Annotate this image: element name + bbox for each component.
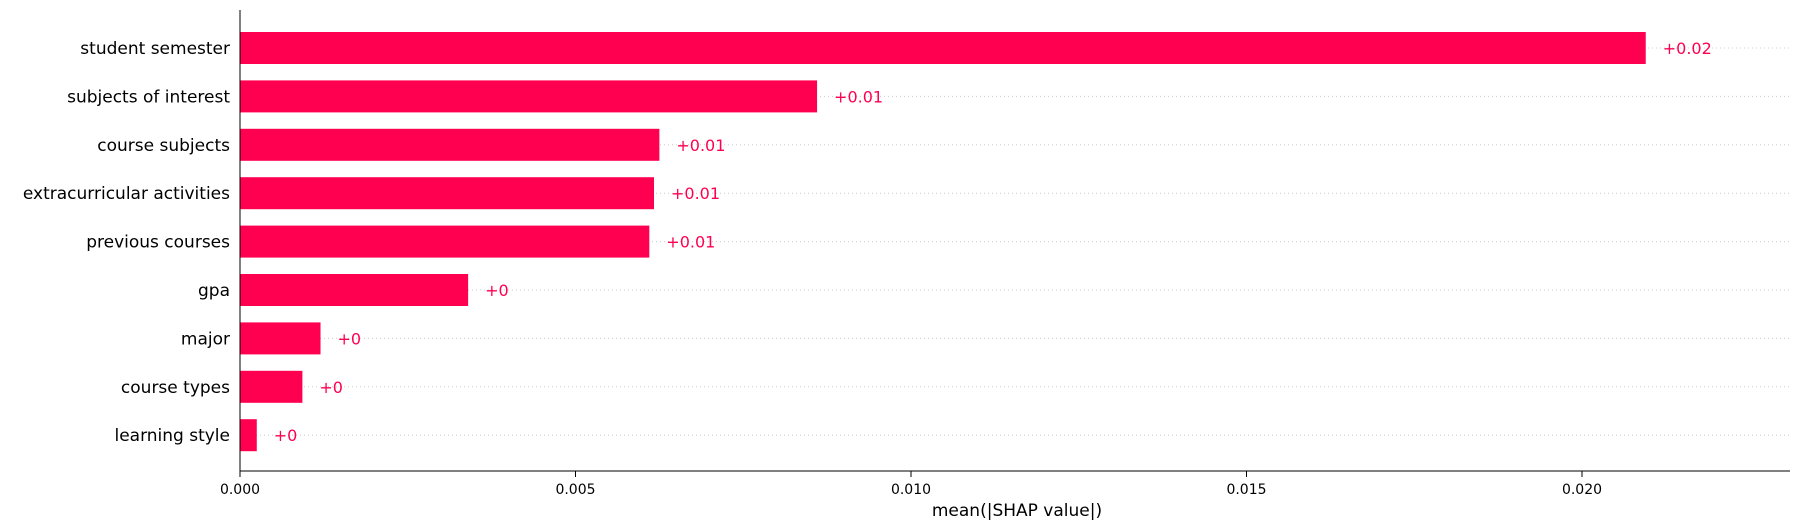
bar: [240, 322, 321, 355]
value-label: +0: [274, 426, 298, 445]
bar: [240, 80, 818, 113]
value-label: +0: [319, 378, 343, 397]
bar: [240, 370, 303, 403]
x-axis-ticks: 0.000 0.005 0.010 0.015 0.020: [220, 471, 1602, 498]
bar: [240, 274, 469, 306]
value-labels: +0.02 +0.01 +0.01 +0.01 +0.01 +0 +0 +0 +0: [274, 39, 1712, 445]
x-tick-label: 0.005: [555, 482, 595, 498]
bar: [240, 177, 655, 210]
category-label: previous courses: [86, 233, 230, 253]
bar: [240, 419, 257, 452]
category-label: course subjects: [97, 136, 230, 156]
value-label: +0.01: [671, 184, 720, 203]
category-label: major: [181, 329, 230, 349]
value-label: +0.01: [666, 233, 715, 252]
category-label: extracurricular activities: [23, 184, 230, 204]
value-label: +0.01: [834, 87, 883, 106]
category-label: subjects of interest: [67, 87, 230, 107]
value-label: +0.02: [1663, 39, 1712, 58]
category-label: learning style: [114, 426, 230, 446]
category-label: course types: [121, 378, 230, 398]
x-tick-label: 0.020: [1562, 482, 1602, 498]
x-tick-label: 0.000: [220, 482, 260, 498]
x-tick-label: 0.010: [891, 482, 931, 498]
x-tick-label: 0.015: [1226, 482, 1266, 498]
bar: [240, 225, 650, 258]
bar: [240, 32, 1646, 64]
category-label: gpa: [198, 281, 230, 301]
category-labels: student semester subjects of interest cour…: [23, 39, 230, 446]
x-axis-title: mean(|SHAP value|): [932, 501, 1102, 521]
bars-group: [240, 32, 1646, 452]
category-label: student semester: [80, 39, 230, 59]
value-label: +0: [485, 281, 509, 300]
bar: [240, 128, 660, 161]
value-label: +0: [338, 329, 362, 348]
value-label: +0.01: [676, 136, 725, 155]
